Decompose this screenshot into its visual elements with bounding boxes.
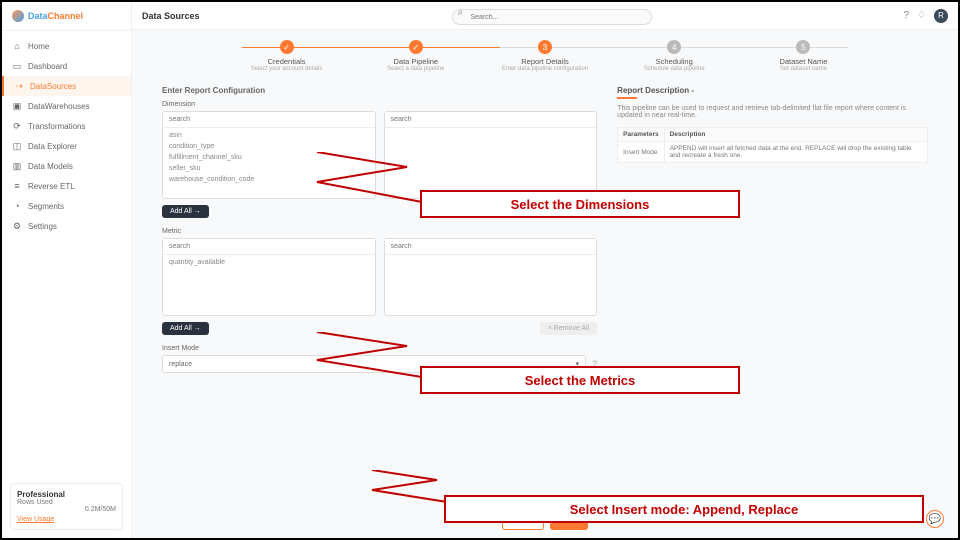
plan-rows-label: Rows Used: [17, 499, 116, 506]
sidebar-item-datawarehouses[interactable]: ▣ DataWarehouses: [2, 96, 131, 116]
list-item[interactable]: condition_type: [163, 141, 375, 152]
plan-rows-value: 0.2M/50M: [17, 506, 116, 513]
dimension-search[interactable]: [163, 112, 375, 128]
td-desc: APPEND will insert all fetched data at t…: [664, 142, 927, 163]
main: Data Sources ? ♢ R ✓CredentialsSelect yo…: [132, 2, 958, 538]
parameters-table: ParametersDescription Insert ModeAPPEND …: [617, 127, 928, 163]
logo: DataChannel: [2, 2, 131, 31]
nav-label: Home: [28, 42, 49, 51]
callout-metrics: Select the Metrics: [420, 366, 740, 394]
dimension-label: Dimension: [162, 101, 597, 108]
list-item[interactable]: quantity_available: [163, 257, 375, 268]
sidebar-item-data models[interactable]: ▥ Data Models: [2, 156, 131, 176]
sidebar-item-home[interactable]: ⌂ Home: [2, 36, 131, 56]
nav-label: DataWarehouses: [28, 102, 90, 111]
metric-target-list[interactable]: [384, 238, 598, 316]
help-icon[interactable]: ?: [903, 10, 909, 21]
plan-name: Professional: [17, 490, 116, 499]
callout-insert-mode: Select Insert mode: Append, Replace: [444, 495, 924, 523]
metric-label: Metric: [162, 228, 597, 235]
logo-icon: [12, 10, 24, 22]
nav-icon: ▭: [12, 61, 22, 71]
metric-search[interactable]: [163, 239, 375, 255]
nav-label: Settings: [28, 222, 57, 231]
step-report-details[interactable]: 3Report DetailsEnter data pipeline confi…: [480, 40, 609, 72]
nav-label: Transformations: [28, 122, 86, 131]
nav-icon: ◫: [12, 141, 22, 151]
stepper: ✓CredentialsSelect your account details✓…: [222, 40, 868, 72]
sidebar-item-segments[interactable]: ◔ Segments: [2, 196, 131, 216]
nav-icon: ⚙: [12, 221, 22, 231]
metric-add-all-button[interactable]: Add All →: [162, 322, 209, 335]
dimension-target-search[interactable]: [385, 112, 597, 128]
nav-icon: ≡: [12, 181, 22, 191]
nav-label: DataSources: [30, 82, 76, 91]
sidebar-item-transformations[interactable]: ⟳ Transformations: [2, 116, 131, 136]
sidebar-item-dashboard[interactable]: ▭ Dashboard: [2, 56, 131, 76]
report-description-title: Report Description -: [617, 86, 928, 95]
metric-source-list[interactable]: quantity_available: [162, 238, 376, 316]
sidebar: DataChannel ⌂ Home ▭ Dashboard ⇢ DataSources ▣…: [2, 2, 132, 538]
report-description-text: This pipeline can be used to request and…: [617, 105, 928, 119]
sidebar-item-data explorer[interactable]: ◫ Data Explorer: [2, 136, 131, 156]
th-description: Description: [664, 128, 927, 142]
nav-icon: ▣: [12, 101, 22, 111]
search-input[interactable]: [452, 9, 652, 25]
callout-dimensions: Select the Dimensions: [420, 190, 740, 218]
list-item[interactable]: asin: [163, 130, 375, 141]
sidebar-item-reverse etl[interactable]: ≡ Reverse ETL: [2, 176, 131, 196]
config-title: Enter Report Configuration: [162, 86, 597, 95]
nav-icon: ⇢: [14, 81, 24, 91]
step-scheduling[interactable]: 4SchedulingSchedule data pipeline: [610, 40, 739, 72]
nav-label: Data Models: [28, 162, 73, 171]
brand-part1: Data: [28, 11, 48, 21]
nav-icon: ⌂: [12, 41, 22, 51]
step-dataset-name[interactable]: 5Dataset NameSet dataset name: [739, 40, 868, 72]
nav-label: Reverse ETL: [28, 182, 75, 191]
brand-part2: Channel: [48, 11, 84, 21]
th-parameters: Parameters: [618, 128, 664, 142]
bell-icon[interactable]: ♢: [917, 10, 926, 21]
nav-label: Data Explorer: [28, 142, 77, 151]
nav-icon: ⟳: [12, 121, 22, 131]
nav: ⌂ Home ▭ Dashboard ⇢ DataSources ▣ DataWarehous…: [2, 31, 131, 475]
nav-label: Dashboard: [28, 62, 67, 71]
content: ✓CredentialsSelect your account details✓…: [132, 30, 958, 538]
dimension-add-all-button[interactable]: Add All →: [162, 205, 209, 218]
step-data-pipeline[interactable]: ✓Data PipelineSelect a data pipeline: [351, 40, 480, 72]
metric-remove-all-button[interactable]: × Remove All: [540, 322, 597, 335]
metric-target-search[interactable]: [385, 239, 597, 255]
topbar: Data Sources ? ♢ R: [132, 2, 958, 30]
step-credentials[interactable]: ✓CredentialsSelect your account details: [222, 40, 351, 72]
view-usage-link[interactable]: View Usage: [17, 516, 54, 523]
sidebar-item-datasources[interactable]: ⇢ DataSources: [2, 76, 131, 96]
nav-icon: ▥: [12, 161, 22, 171]
nav-label: Segments: [28, 202, 64, 211]
sidebar-item-settings[interactable]: ⚙ Settings: [2, 216, 131, 236]
page-title: Data Sources: [142, 11, 200, 21]
plan-box: Professional Rows Used 0.2M/50M View Usa…: [10, 483, 123, 530]
td-param: Insert Mode: [618, 142, 664, 163]
avatar[interactable]: R: [934, 9, 948, 23]
nav-icon: ◔: [12, 201, 22, 211]
chat-icon[interactable]: 💬: [926, 510, 944, 528]
insert-mode-value: replace: [169, 361, 192, 368]
